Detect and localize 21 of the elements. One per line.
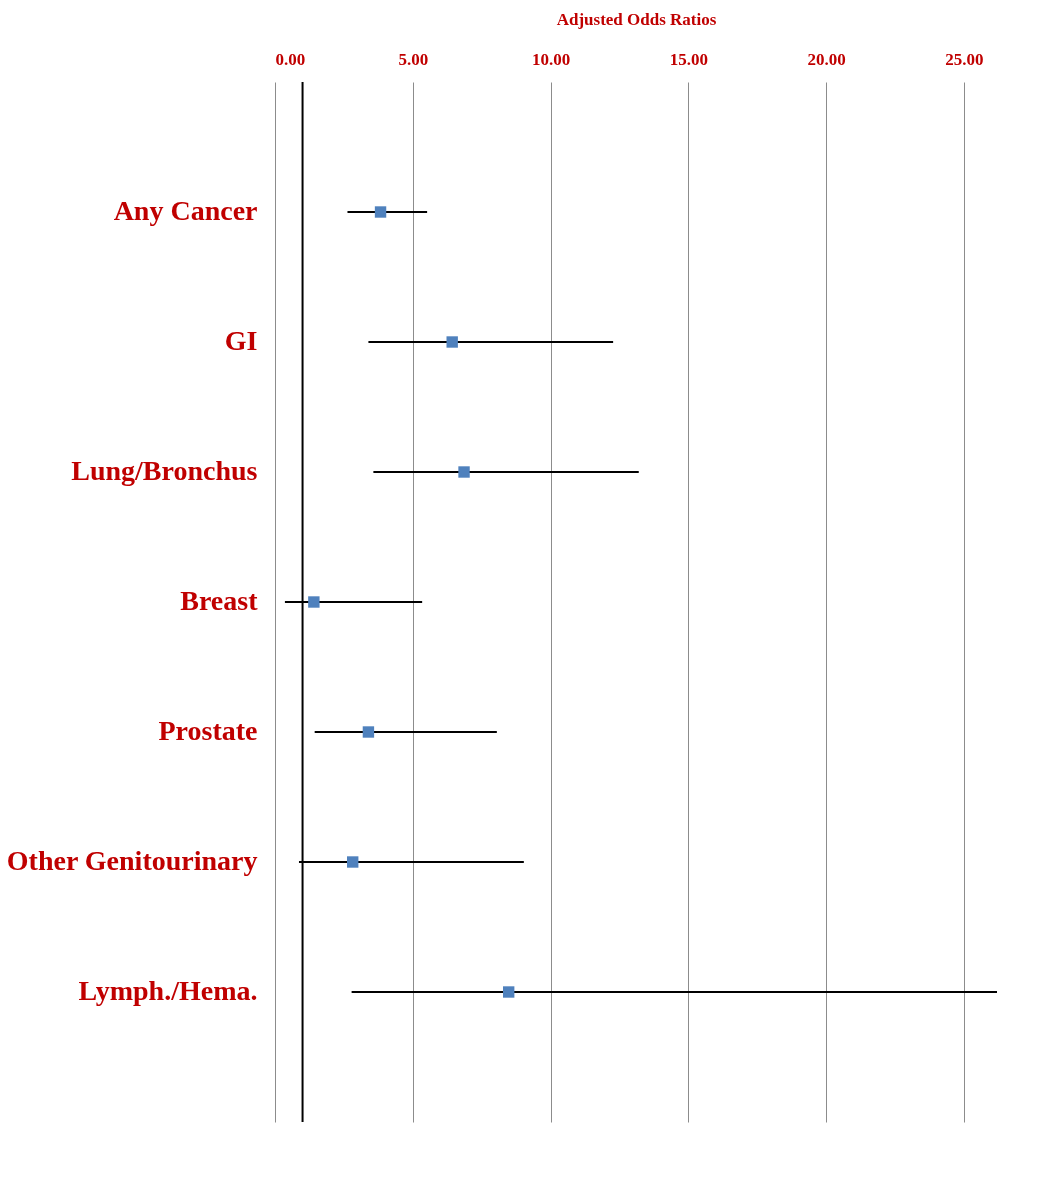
y-tick-label: GI [224,325,258,356]
point [458,466,470,478]
x-tick-label: 25.00 [945,49,984,69]
point [374,206,387,218]
point [347,856,359,868]
x-tick-label: 10.00 [531,49,571,69]
y-tick-label: Any Cancer [113,195,258,226]
x-tick-label: 20.00 [807,49,846,69]
y-tick-label: Prostate [158,715,258,746]
point [446,336,458,348]
x-tick-label: 5.00 [398,49,429,69]
y-tick-label: Breast [180,585,259,616]
x-tick-label: 15.00 [669,49,708,69]
point [502,986,515,998]
point [362,726,375,738]
y-tick-label: Lung/Bronchus [71,455,258,486]
point [308,596,320,608]
y-tick-label: Lymph./Hema. [78,975,258,1006]
x-axis-title: Adjusted Odds Ratios [556,9,717,29]
x-tick-label: 0.00 [275,49,306,69]
y-tick-label: Other Genitourinary [6,845,258,876]
